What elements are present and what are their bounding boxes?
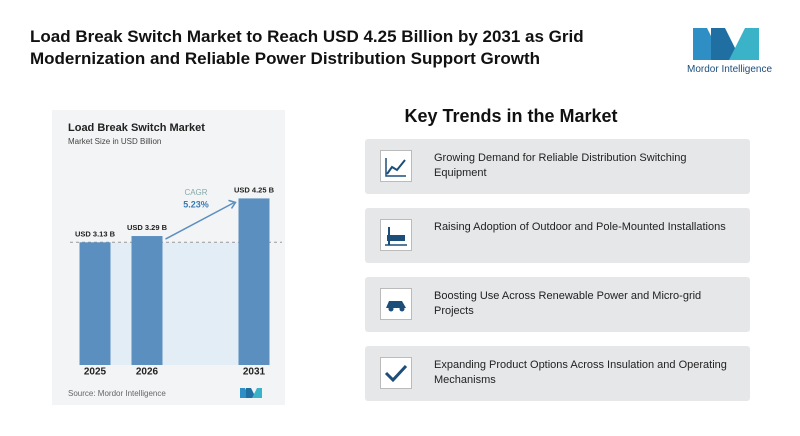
source: Source: Mordor Intelligence [68,389,166,398]
trend-text: Growing Demand for Reliable Distribution… [434,152,687,179]
bar [131,236,163,365]
page-title: Load Break Switch Market to Reach USD 4.… [30,27,584,68]
chart-title: Load Break Switch Market [68,122,205,134]
value-label: USD 3.13 B [75,229,116,238]
icon [380,219,412,251]
x-tick-label: 2025 [84,367,107,378]
logo-text: Mordor Intelligence [687,64,773,75]
cagr-arrow [165,201,235,240]
chart-subtitle: Market Size in USD Billion [68,137,161,146]
trend-text: Boosting Use Across Renewable Power and … [434,290,702,317]
arrow-head [228,199,237,209]
trend-card: Boosting Use Across Renewable Power and … [365,277,750,332]
bar [238,198,270,365]
trends-title: Key Trends in the Market [404,106,618,126]
trend-card: Growing Demand for Reliable Distribution… [365,139,750,194]
mini-logo [240,388,262,398]
value-label: USD 4.25 B [234,185,275,194]
bar [79,242,111,365]
trend-text: Expanding Product Options Across Insulat… [434,359,727,386]
x-tick-label: 2031 [243,367,266,378]
logo-mark [693,28,759,60]
x-tick-label: 2026 [136,367,159,378]
cagr-label: CAGR [184,188,207,197]
icon [380,357,412,389]
value-label: USD 3.29 B [127,223,168,232]
icon [380,288,412,320]
icon [380,150,412,182]
trend-text: Raising Adoption of Outdoor and Pole-Mou… [434,221,726,233]
trend-card: Expanding Product Options Across Insulat… [365,346,750,401]
trend-card: Raising Adoption of Outdoor and Pole-Mou… [365,208,750,263]
shade [110,242,239,365]
cagr-value: 5.23% [183,199,209,209]
